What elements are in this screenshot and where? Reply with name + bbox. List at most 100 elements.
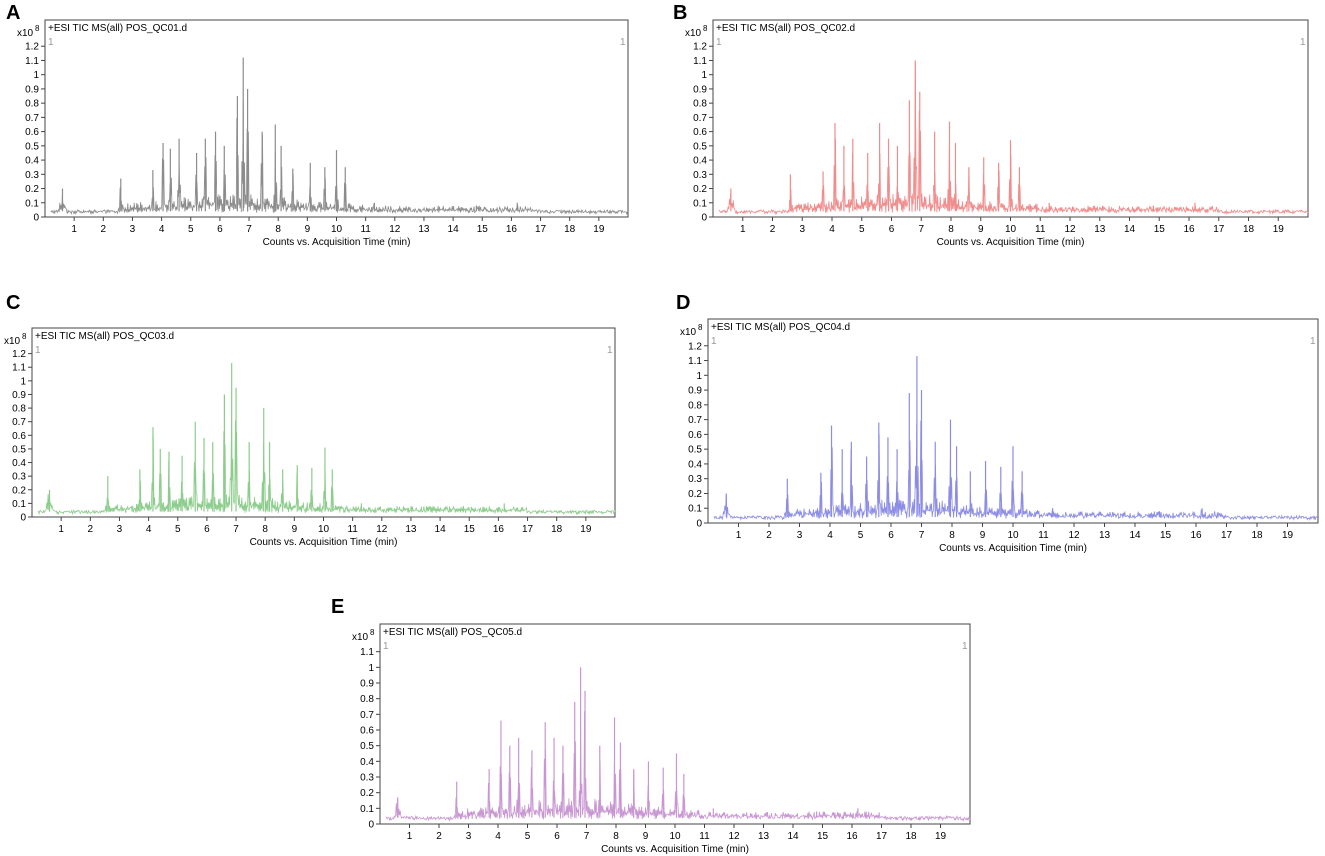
- corner-marker-right: 1: [607, 345, 613, 356]
- corner-marker-left: 1: [35, 345, 41, 356]
- x-tick-label: 3: [117, 524, 123, 535]
- x-tick-label: 6: [204, 524, 210, 535]
- chart-title: +ESI TIC MS(all) POS_QC04.d: [711, 322, 850, 333]
- chromatogram-trace: [385, 711, 971, 822]
- y-exponent-label: x10: [352, 632, 369, 643]
- y-tick-label: 0.1: [360, 804, 374, 815]
- x-tick-label: 14: [787, 831, 799, 842]
- chart-title: +ESI TIC MS(all) POS_QC03.d: [35, 331, 174, 342]
- y-tick-label: 1.2: [25, 42, 39, 53]
- x-tick-label: 5: [175, 524, 181, 535]
- x-tick-label: 3: [466, 831, 472, 842]
- x-tick-label: 6: [888, 530, 894, 541]
- y-tick-label: 0.6: [693, 127, 707, 138]
- corner-marker-right: 1: [962, 641, 968, 652]
- x-tick-label: 16: [846, 831, 858, 842]
- y-exponent-label: x10: [4, 336, 21, 347]
- y-tick-label: 0: [33, 213, 39, 224]
- y-tick-label: 1.1: [688, 356, 702, 367]
- x-tick-label: 10: [1005, 224, 1017, 235]
- y-tick-label: 0.4: [688, 459, 702, 470]
- y-exponent-power: 8: [703, 24, 708, 33]
- x-tick-label: 10: [331, 224, 343, 235]
- panel-label-d: D: [676, 292, 691, 314]
- x-tick-label: 16: [1183, 224, 1195, 235]
- y-tick-label: 0.7: [360, 710, 374, 721]
- y-tick-label: 1: [368, 663, 374, 674]
- x-tick-label: 9: [978, 224, 984, 235]
- y-tick-label: 0.7: [12, 417, 26, 428]
- x-tick-label: 1: [736, 530, 742, 541]
- x-tick-label: 15: [477, 224, 489, 235]
- x-tick-label: 3: [130, 224, 136, 235]
- y-tick-label: 0: [368, 820, 374, 831]
- x-tick-label: 5: [859, 224, 865, 235]
- y-tick-label: 0.3: [693, 170, 707, 181]
- x-tick-label: 2: [770, 224, 776, 235]
- y-tick-label: 0.4: [360, 757, 374, 768]
- x-tick-label: 15: [464, 524, 476, 535]
- y-tick-label: 0.7: [688, 415, 702, 426]
- y-tick-label: 1: [33, 70, 39, 81]
- x-tick-label: 2: [766, 530, 772, 541]
- y-tick-label: 0.1: [12, 499, 26, 510]
- y-tick-label: 0.9: [688, 386, 702, 397]
- y-tick-label: 0.2: [12, 485, 26, 496]
- x-tick-label: 5: [525, 831, 531, 842]
- x-tick-label: 9: [305, 224, 311, 235]
- y-tick-label: 0: [696, 519, 702, 530]
- x-tick-label: 12: [389, 224, 401, 235]
- corner-marker-left: 1: [383, 641, 389, 652]
- x-tick-label: 1: [407, 831, 413, 842]
- y-tick-label: 0.7: [25, 113, 39, 124]
- chart-panel-c: C x10 8 +ESI TIC MS(all) POS_QC03.d 1 1 0 0.1 0…: [0, 290, 630, 560]
- x-tick-label: 12: [1064, 224, 1076, 235]
- x-tick-label: 12: [728, 831, 740, 842]
- x-tick-label: 18: [551, 524, 563, 535]
- x-tick-label: 8: [262, 524, 268, 535]
- x-tick-label: 12: [376, 524, 388, 535]
- x-axis-label: Counts vs. Acquisition Time (min): [601, 844, 749, 855]
- y-exponent-label: x10: [17, 28, 34, 39]
- x-tick-label: 13: [758, 831, 770, 842]
- x-tick-label: 9: [292, 524, 298, 535]
- x-tick-label: 11: [1038, 530, 1049, 541]
- y-tick-label: 0.9: [693, 84, 707, 95]
- chromatogram-trace: [37, 418, 616, 516]
- y-tick-label: 1.2: [688, 341, 702, 352]
- x-tick-label: 2: [436, 831, 442, 842]
- x-axis-label: Counts vs. Acquisition Time (min): [250, 537, 398, 548]
- x-tick-label: 14: [435, 524, 447, 535]
- y-tick-label: 0.1: [688, 504, 702, 515]
- x-tick-label: 15: [817, 831, 829, 842]
- y-tick-label: 0.6: [688, 430, 702, 441]
- x-tick-label: 11: [699, 831, 710, 842]
- y-tick-label: 1.1: [360, 647, 374, 658]
- y-tick-label: 0.9: [25, 84, 39, 95]
- x-tick-label: 18: [564, 224, 576, 235]
- x-axis-label: Counts vs. Acquisition Time (min): [939, 543, 1087, 554]
- y-tick-label: 1: [696, 371, 702, 382]
- x-tick-label: 11: [1035, 224, 1046, 235]
- x-tick-label: 7: [584, 831, 590, 842]
- x-tick-label: 18: [1251, 530, 1263, 541]
- y-tick-label: 1.2: [693, 42, 707, 53]
- y-tick-label: 0.6: [360, 726, 374, 737]
- x-tick-label: 14: [1129, 530, 1141, 541]
- panel-label-a: A: [6, 2, 21, 24]
- chromatogram-trace: [50, 102, 629, 216]
- y-tick-label: 0.3: [688, 474, 702, 485]
- y-tick-label: 0.5: [12, 444, 26, 455]
- y-tick-label: 0.6: [25, 127, 39, 138]
- x-tick-label: 17: [876, 831, 888, 842]
- x-tick-label: 18: [1243, 224, 1255, 235]
- x-tick-label: 10: [318, 524, 330, 535]
- y-tick-label: 1.2: [12, 349, 26, 360]
- y-tick-label: 0.8: [12, 404, 26, 415]
- x-tick-label: 10: [669, 831, 681, 842]
- y-exponent-power: 8: [698, 323, 703, 332]
- panel-label-c: C: [6, 292, 21, 314]
- y-tick-label: 0: [701, 213, 707, 224]
- x-tick-label: 17: [522, 524, 534, 535]
- y-tick-label: 0.6: [12, 431, 26, 442]
